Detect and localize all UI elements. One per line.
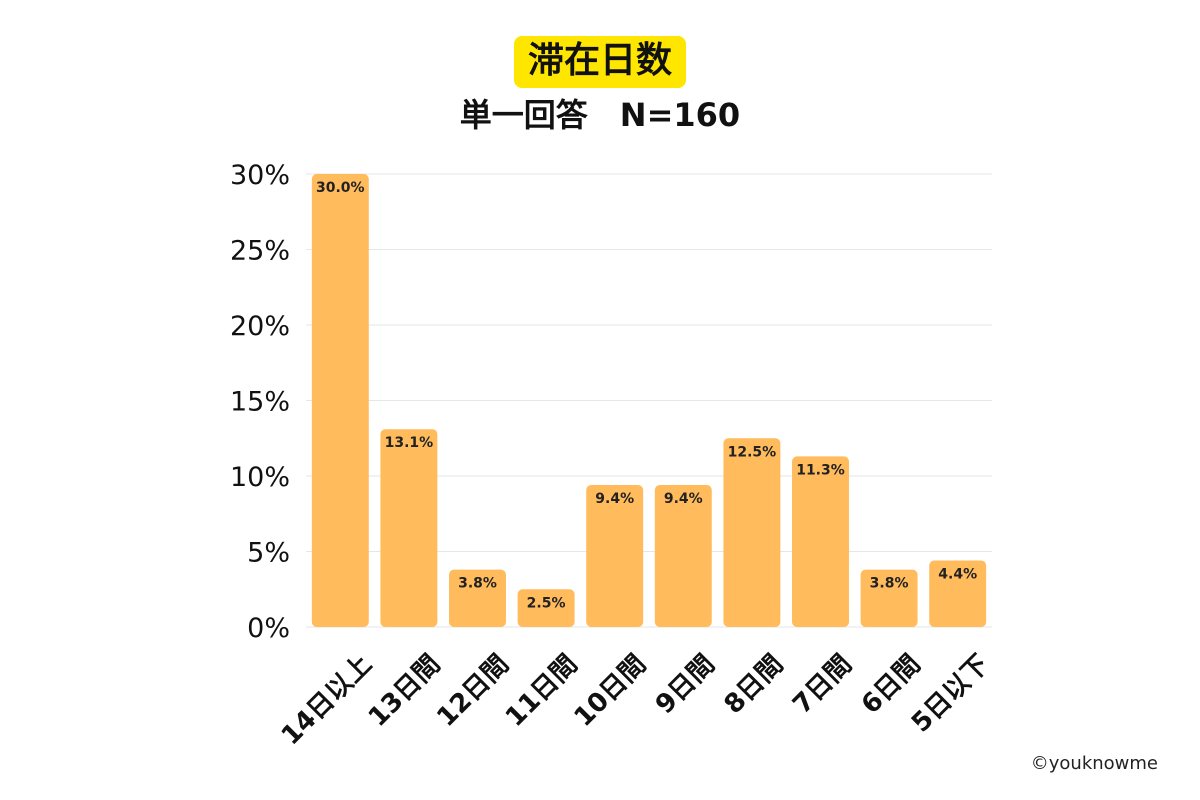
data-label: 13.1%	[385, 435, 434, 451]
bar	[380, 429, 438, 627]
x-tick-label: 8日間	[719, 649, 790, 720]
x-tick-label: 5日以下	[906, 649, 995, 738]
title-wrap: 滞在日数	[0, 36, 1200, 88]
y-tick-label: 15%	[230, 387, 290, 418]
data-label: 2.5%	[527, 595, 566, 611]
data-label: 30.0%	[316, 180, 365, 196]
bar	[792, 456, 849, 627]
bar	[517, 589, 575, 627]
data-label: 3.8%	[870, 576, 909, 592]
y-tick-label: 20%	[230, 311, 290, 342]
x-tick-label: 10日間	[569, 649, 653, 733]
y-tick-label: 0%	[247, 613, 290, 644]
bar	[586, 485, 644, 627]
data-label: 3.8%	[458, 576, 497, 592]
data-label: 9.4%	[664, 491, 703, 507]
bar	[860, 569, 918, 627]
bar	[654, 485, 712, 627]
y-tick-label: 10%	[230, 462, 290, 493]
y-tick-label: 30%	[230, 160, 290, 191]
x-tick-label: 11日間	[500, 649, 584, 733]
data-label: 11.3%	[796, 462, 845, 478]
x-tick-label: 7日間	[787, 649, 858, 720]
bar	[311, 174, 369, 627]
bar	[449, 569, 506, 627]
data-label: 9.4%	[595, 491, 634, 507]
x-tick-label: 9日間	[650, 649, 721, 720]
bar	[929, 560, 987, 627]
bar	[723, 438, 781, 627]
x-tick-label: 12日間	[431, 649, 515, 733]
copyright-credit: ©youknowme	[1030, 753, 1158, 774]
y-tick-label: 5%	[247, 538, 290, 569]
chart-title: 滞在日数	[513, 36, 686, 88]
y-tick-label: 25%	[230, 236, 290, 267]
data-label: 12.5%	[728, 444, 777, 460]
x-tick-label: 13日間	[363, 649, 447, 733]
chart-subtitle: 単一回答 N=160	[459, 96, 741, 134]
x-tick-label: 14日以上	[276, 649, 378, 751]
data-label: 4.4%	[938, 567, 977, 583]
